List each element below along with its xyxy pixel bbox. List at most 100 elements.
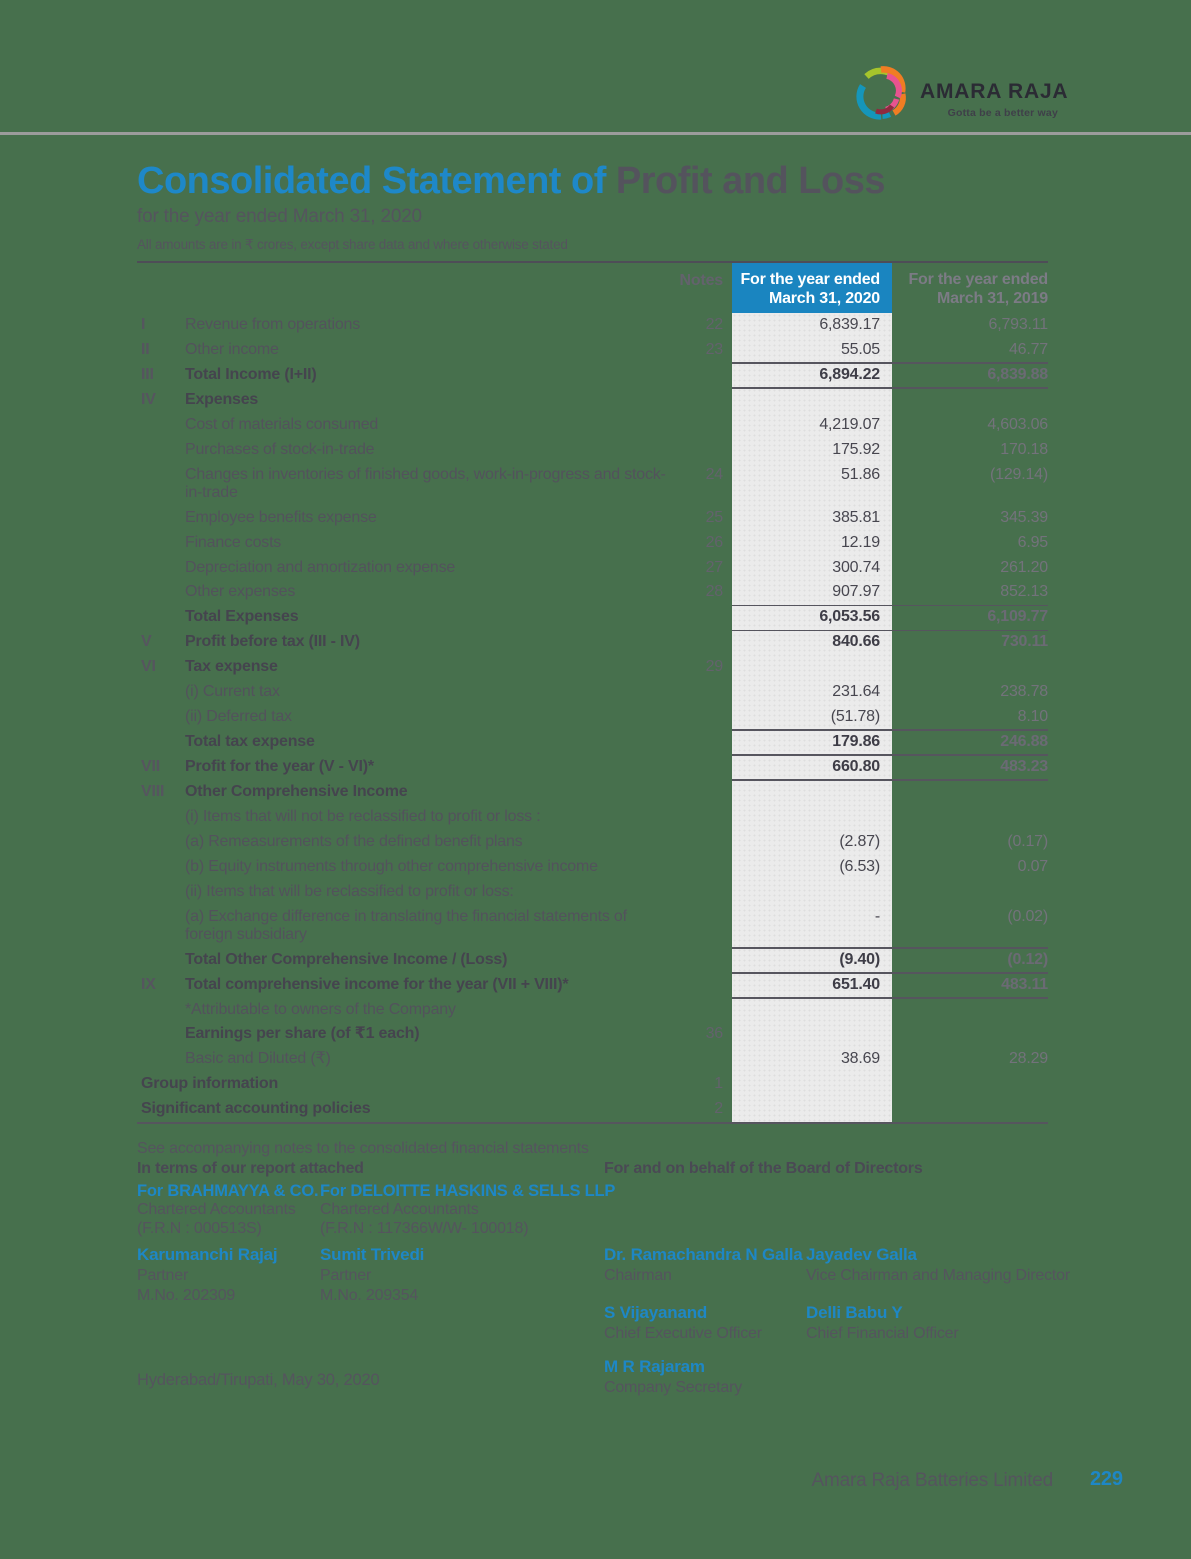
signer-name: Delli Babu Y	[806, 1303, 903, 1322]
table-row: Employee benefits expense 25 385.81 345.39	[137, 506, 1048, 531]
row-roman-numeral: VII	[141, 758, 160, 776]
logo-swirl-icon	[856, 66, 906, 120]
row-label: Profit before tax (III - IV)	[185, 633, 360, 651]
table-row: Total Expenses 6,053.56 6,109.77	[137, 604, 1048, 632]
fy2019-header-line2: March 31, 2019	[936, 290, 1048, 308]
row-rule-above	[732, 946, 1048, 949]
row-label: Cost of materials consumed	[185, 415, 379, 433]
row-value-fy2019: 238.78	[1000, 683, 1048, 701]
page-title-highlight: Consolidated Statement of	[137, 160, 616, 202]
row-value-fy2019: 46.77	[1008, 341, 1048, 359]
row-label: (a) Exchange difference in translating t…	[185, 907, 627, 944]
table-row: Basic and Diluted (₹) 38.69 28.29	[137, 1048, 1048, 1073]
signer-name: Sumit Trivedi	[320, 1245, 425, 1264]
row-note-number: 22	[705, 316, 724, 334]
table-row: III Total Income (I+II) 6,894.22 6,839.88	[137, 362, 1048, 389]
footer-page-number: 229	[1090, 1468, 1123, 1490]
row-value-fy2019: 483.11	[1001, 975, 1048, 993]
signer-role: Chief Executive Officer	[604, 1325, 762, 1342]
signer-name: S Vijayanand	[604, 1303, 708, 1322]
row-value-fy2020: 385.81	[832, 508, 880, 526]
row-roman-numeral: I	[141, 316, 146, 334]
row-value-fy2019: 6,109.77	[987, 608, 1048, 626]
table-rows: I Revenue from operations 22 6,839.17 6,793.…	[137, 313, 1048, 1122]
row-value-fy2019: 0.07	[1017, 857, 1049, 875]
profit-loss-table: Notes For the year ended March 31, 2020 …	[137, 261, 1048, 1125]
logo-text: AMARA RAJA Gotta be a better way	[920, 80, 1069, 119]
table-row: (i) Current tax 231.64 238.78	[137, 680, 1048, 705]
row-note-number: 24	[705, 465, 724, 483]
brand-name: AMARA RAJA	[920, 80, 1069, 103]
table-row: IX Total comprehensive income for the yea…	[137, 973, 1048, 999]
signer-role: Partner	[320, 1267, 372, 1284]
row-note-number: 25	[705, 508, 724, 526]
company-logo: AMARA RAJA Gotta be a better way	[854, 62, 1069, 124]
current-year-header-background	[732, 263, 892, 313]
signer-role: Vice Chairman and Managing Director	[806, 1267, 1070, 1284]
row-label: Finance costs	[185, 533, 282, 551]
row-value-fy2020: 660.80	[832, 758, 880, 776]
signer-role: Partner	[137, 1267, 189, 1284]
row-value-fy2019: 6.95	[1017, 533, 1049, 551]
table-row: Finance costs 26 12.19 6.95	[137, 531, 1048, 556]
row-note-number: 28	[705, 583, 724, 601]
row-rule-above	[732, 362, 1048, 364]
row-value-fy2020: 907.97	[832, 583, 880, 601]
row-label: (ii) Items that will be reclassified to …	[185, 882, 514, 900]
fy2019-column-header: For the year ended March 31, 2019	[892, 263, 1048, 313]
table-row: Depreciation and amortization expense 27 3…	[137, 556, 1048, 581]
row-value-fy2019: (0.02)	[1007, 907, 1048, 925]
signer-membership-number: M.No. 202309	[137, 1287, 236, 1304]
row-label: Other income	[185, 341, 279, 359]
notes-column-header: Notes	[679, 272, 724, 290]
row-label: Significant accounting policies	[141, 1100, 371, 1118]
row-value-fy2020: 840.66	[832, 633, 880, 651]
row-label: Other expenses	[185, 583, 296, 601]
row-value-fy2020: 179.86	[832, 733, 880, 751]
row-value-fy2019: 730.11	[1001, 633, 1048, 651]
table-row: II Other income 23 55.05 46.77	[137, 338, 1048, 363]
row-value-fy2020: (6.53)	[839, 857, 880, 875]
row-roman-numeral: V	[141, 633, 152, 651]
row-rule-above	[732, 604, 1048, 607]
table-row: Other expenses 28 907.97 852.13	[137, 581, 1048, 606]
table-row: V Profit before tax (III - IV) 840.66 730.1…	[137, 630, 1048, 655]
fy2019-header-line1: For the year ended	[908, 271, 1048, 289]
row-value-fy2020: 6,894.22	[819, 365, 880, 383]
table-row: (ii) Items that will be reclassified to …	[137, 880, 1048, 905]
row-label: (ii) Deferred tax	[185, 708, 292, 726]
row-label: (a) Remeasurements of the defined benefi…	[185, 832, 523, 850]
row-label: Total Expenses	[185, 608, 299, 626]
row-label: Total tax expense	[185, 733, 315, 751]
row-value-fy2019: 261.20	[1000, 558, 1048, 576]
signer-role: Company Secretary	[604, 1379, 742, 1396]
table-row: VII Profit for the year (V - VI)* 660.80 48…	[137, 755, 1048, 781]
board-signer-block: Jayadev Galla Vice Chairman and Managing …	[806, 1245, 1070, 1285]
row-rule-below	[732, 629, 1048, 632]
table-row: (i) Items that will not be reclassified …	[137, 805, 1048, 830]
row-label: (i) Current tax	[185, 683, 280, 701]
board-signer-block: Delli Babu Y Chief Financial Officer	[806, 1303, 959, 1343]
table-row: (a) Remeasurements of the defined benefi…	[137, 830, 1048, 855]
row-roman-numeral: VI	[141, 658, 156, 676]
row-value-fy2020: 12.19	[840, 533, 880, 551]
auditor-signer-block: Karumanchi Rajaj Partner M.No. 202309	[137, 1245, 278, 1305]
board-signer-block: M R Rajaram Company Secretary	[604, 1357, 742, 1397]
row-label: Total Income (I+II)	[185, 365, 317, 383]
board-signer-block: S Vijayanand Chief Executive Officer	[604, 1303, 762, 1343]
row-value-fy2020: 51.86	[840, 465, 880, 483]
header-divider	[0, 132, 1191, 135]
table-row: IV Expenses	[137, 388, 1048, 413]
row-rule-below	[732, 996, 1048, 999]
row-label: Earnings per share (of ₹1 each)	[185, 1025, 420, 1043]
table-row: Earnings per share (of ₹1 each) 36	[137, 1023, 1048, 1048]
row-value-fy2020: 231.64	[832, 683, 880, 701]
signer-role: Chairman	[604, 1267, 672, 1284]
row-note-number: 27	[705, 558, 724, 576]
row-value-fy2019: (129.14)	[990, 465, 1048, 483]
row-value-fy2020: (2.87)	[839, 832, 880, 850]
row-value-fy2020: (51.78)	[830, 708, 880, 726]
auditor-line2: (F.R.N : 117366W/W- 100018)	[320, 1219, 529, 1237]
fy2020-header-line1: For the year ended	[740, 271, 880, 289]
table-row: (b) Equity instruments through other com…	[137, 855, 1048, 880]
